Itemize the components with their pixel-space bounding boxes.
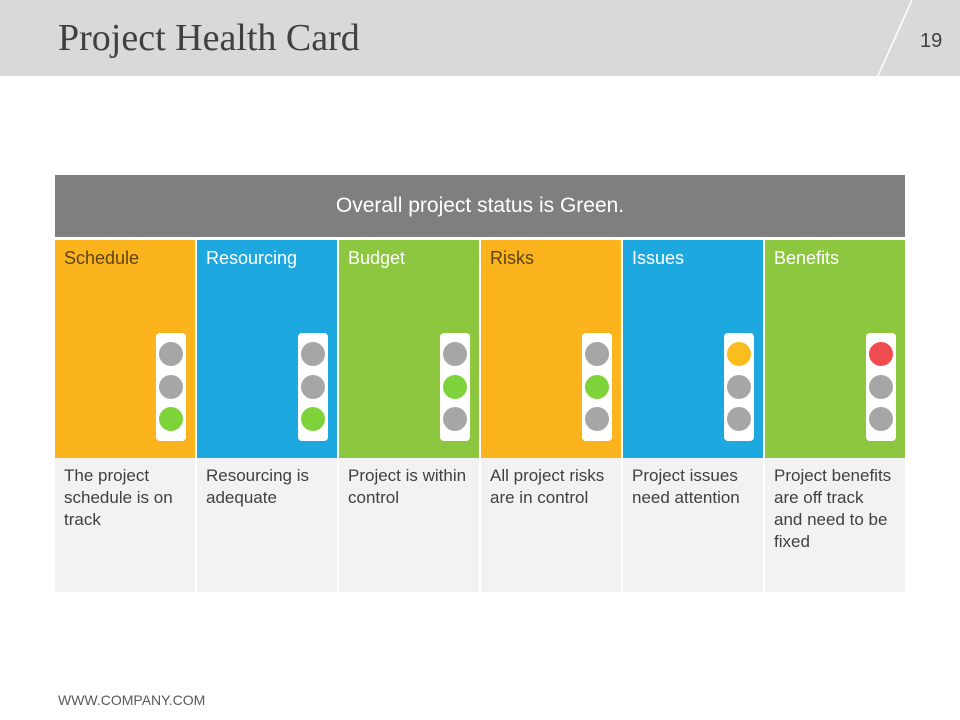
category-description: Project is within control bbox=[339, 458, 479, 592]
traffic-light-amber-dot bbox=[727, 342, 751, 366]
traffic-light-off-dot bbox=[443, 342, 467, 366]
traffic-light-off-dot bbox=[727, 407, 751, 431]
category-column-issues: Issues Project issues need attention bbox=[623, 240, 763, 592]
category-header: Schedule bbox=[55, 240, 195, 458]
page-title: Project Health Card bbox=[58, 17, 360, 59]
traffic-light-green-dot bbox=[301, 407, 325, 431]
traffic-light-off-dot bbox=[585, 407, 609, 431]
traffic-light-off-dot bbox=[159, 374, 183, 399]
category-description: Project benefits are off track and need … bbox=[765, 458, 905, 592]
traffic-light-green-dot bbox=[443, 374, 467, 399]
category-description: All project risks are in control bbox=[481, 458, 621, 592]
traffic-light-off-dot bbox=[301, 342, 325, 366]
traffic-light-green-dot bbox=[159, 407, 183, 431]
traffic-light-icon bbox=[582, 333, 612, 441]
category-column-benefits: Benefits Project benefits are off track a… bbox=[765, 240, 905, 592]
category-description: The project schedule is on track bbox=[55, 458, 195, 592]
traffic-light-off-dot bbox=[869, 374, 893, 399]
footer-website: WWW.COMPANY.COM bbox=[58, 692, 206, 708]
category-header: Risks bbox=[481, 240, 621, 458]
category-header: Budget bbox=[339, 240, 479, 458]
traffic-light-off-dot bbox=[727, 374, 751, 399]
category-label: Schedule bbox=[64, 248, 140, 268]
decorative-slash bbox=[876, 0, 913, 79]
category-label: Benefits bbox=[774, 248, 840, 268]
category-column-schedule: Schedule The project schedule is on track bbox=[55, 240, 195, 592]
traffic-light-off-dot bbox=[159, 342, 183, 366]
category-column-budget: Budget Project is within control bbox=[339, 240, 479, 592]
category-label: Budget bbox=[348, 248, 406, 268]
traffic-light-icon bbox=[724, 333, 754, 441]
traffic-light-red-dot bbox=[869, 342, 893, 366]
category-label: Issues bbox=[632, 248, 685, 268]
category-description: Resourcing is adequate bbox=[197, 458, 337, 592]
traffic-light-icon bbox=[156, 333, 186, 441]
traffic-light-icon bbox=[866, 333, 896, 441]
page-number: 19 bbox=[920, 30, 943, 52]
traffic-light-off-dot bbox=[443, 407, 467, 431]
traffic-light-off-dot bbox=[301, 374, 325, 399]
category-description: Project issues need attention bbox=[623, 458, 763, 592]
traffic-light-off-dot bbox=[869, 407, 893, 431]
category-label: Resourcing bbox=[206, 248, 298, 268]
category-header: Resourcing bbox=[197, 240, 337, 458]
category-column-risks: Risks All project risks are in control bbox=[481, 240, 621, 592]
category-header: Issues bbox=[623, 240, 763, 458]
overall-status-banner: Overall project status is Green. bbox=[55, 175, 905, 237]
traffic-light-icon bbox=[440, 333, 470, 441]
traffic-light-green-dot bbox=[585, 374, 609, 399]
traffic-light-off-dot bbox=[585, 342, 609, 366]
title-bar bbox=[0, 0, 960, 76]
health-card-grid: Schedule The project schedule is on track… bbox=[55, 240, 905, 592]
category-column-resourcing: Resourcing Resourcing is adequate bbox=[197, 240, 337, 592]
traffic-light-icon bbox=[298, 333, 328, 441]
category-label: Risks bbox=[490, 248, 534, 268]
category-header: Benefits bbox=[765, 240, 905, 458]
